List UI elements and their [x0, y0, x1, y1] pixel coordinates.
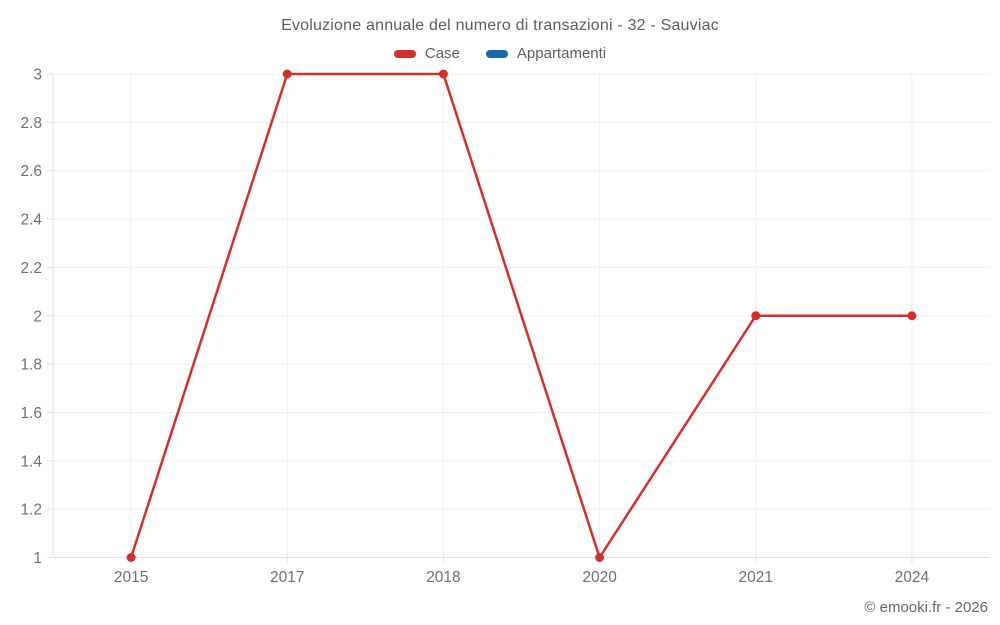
y-tick-label: 2.2 — [20, 260, 42, 277]
chart-title: Evoluzione annuale del numero di transaz… — [281, 17, 719, 34]
case-data-point[interactable] — [907, 311, 917, 321]
y-tick-label: 2.4 — [20, 212, 42, 229]
legend-label-case: Case — [424, 45, 460, 62]
case-data-point[interactable] — [438, 69, 448, 79]
y-tick-label: 2.6 — [20, 163, 42, 180]
legend-item-appartamenti[interactable]: Appartamenti — [485, 45, 607, 62]
y-tick-label: 1.8 — [20, 357, 42, 374]
y-tick-label: 1.4 — [20, 453, 42, 470]
x-tick-label: 2024 — [895, 569, 930, 586]
y-tick-label: 1 — [33, 550, 42, 567]
y-tick-label: 2.8 — [20, 115, 42, 132]
x-tick-label: 2020 — [582, 569, 617, 586]
case-data-point[interactable] — [282, 69, 292, 79]
case-series-swatch-icon — [393, 49, 416, 58]
x-tick-label: 2015 — [114, 569, 148, 586]
case-data-point[interactable] — [751, 311, 761, 321]
case-series-line — [129, 72, 912, 559]
y-tick-label: 3 — [33, 67, 42, 84]
legend: Case Appartamenti — [0, 45, 1000, 62]
legend-item-case[interactable]: Case — [393, 45, 460, 62]
legend-label-appartamenti: Appartamenti — [516, 45, 607, 62]
x-tick-label: 2018 — [426, 569, 460, 586]
case-data-point[interactable] — [126, 553, 136, 562]
x-tick-label: 2017 — [270, 569, 304, 586]
x-tick-label: 2021 — [739, 569, 773, 586]
case-data-point[interactable] — [595, 553, 605, 562]
copyright: © emooki.fr - 2026 — [864, 599, 988, 616]
y-tick-label: 1.6 — [20, 405, 42, 422]
y-tick-label: 2 — [33, 308, 42, 325]
appartamenti-series-swatch-icon — [485, 49, 508, 58]
y-tick-label: 1.2 — [20, 502, 42, 519]
